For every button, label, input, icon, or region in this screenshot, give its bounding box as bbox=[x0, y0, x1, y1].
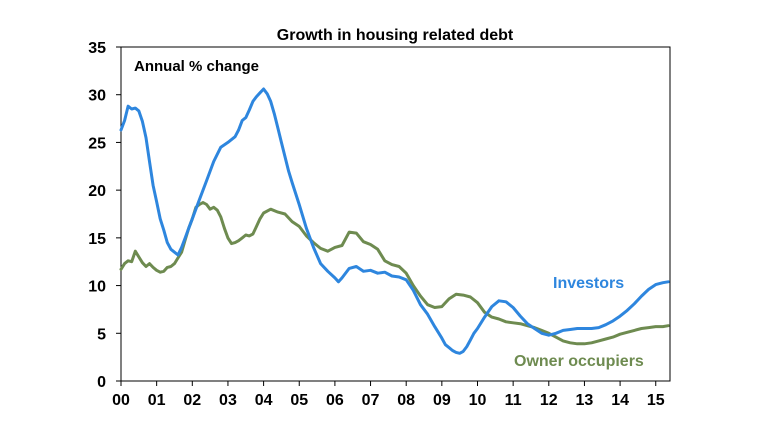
x-tick-label: 06 bbox=[326, 392, 344, 409]
x-tick-label: 15 bbox=[647, 392, 665, 409]
x-tick-label: 02 bbox=[183, 392, 201, 409]
x-tick-label: 14 bbox=[611, 392, 629, 409]
series-label-owner-occupiers: Owner occupiers bbox=[514, 353, 644, 370]
annotation-annual-change: Annual % change bbox=[134, 58, 259, 75]
x-axis: 00 01 02 03 04 05 06 07 08 09 10 11 12 13 14 15 bbox=[112, 381, 665, 409]
series-line-owner-occupiers bbox=[119, 201, 670, 346]
series-line-investors bbox=[119, 87, 670, 355]
x-tick-label: 01 bbox=[148, 392, 166, 409]
y-tick-label: 30 bbox=[88, 88, 106, 105]
y-tick-label: 35 bbox=[88, 40, 106, 57]
x-tick-label: 08 bbox=[397, 392, 415, 409]
x-tick-label: 00 bbox=[112, 392, 130, 409]
x-tick-label: 04 bbox=[255, 392, 273, 409]
chart-title: Growth in housing related debt bbox=[277, 27, 514, 44]
y-tick-label: 5 bbox=[97, 326, 106, 343]
x-tick-label: 07 bbox=[362, 392, 380, 409]
y-tick-label: 20 bbox=[88, 183, 106, 200]
x-tick-label: 13 bbox=[576, 392, 594, 409]
x-tick-label: 09 bbox=[433, 392, 451, 409]
y-tick-label: 15 bbox=[88, 231, 106, 248]
x-tick-label: 03 bbox=[219, 392, 237, 409]
y-axis: 0 5 10 15 20 25 30 35 bbox=[88, 40, 121, 391]
x-tick-label: 12 bbox=[540, 392, 558, 409]
x-tick-label: 11 bbox=[505, 392, 522, 409]
series-label-investors: Investors bbox=[553, 275, 624, 292]
y-tick-label: 0 bbox=[97, 374, 106, 391]
plot-frame bbox=[120, 46, 671, 382]
x-tick-label: 10 bbox=[469, 392, 487, 409]
y-tick-label: 25 bbox=[88, 135, 106, 152]
x-tick-label: 05 bbox=[290, 392, 308, 409]
y-tick-label: 10 bbox=[88, 279, 106, 296]
series-lines bbox=[119, 87, 670, 355]
